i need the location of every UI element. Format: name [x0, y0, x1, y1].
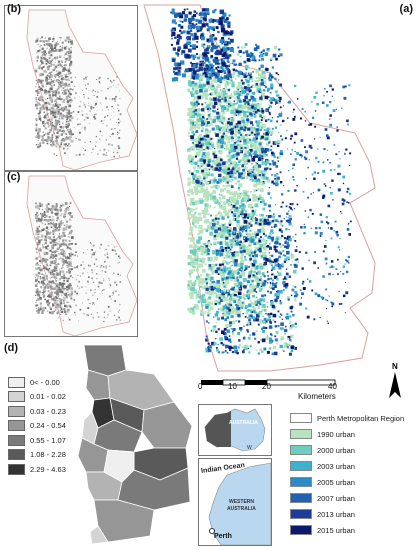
australia-label: AUSTRALIA — [229, 420, 258, 426]
urban-dots-a — [170, 8, 352, 356]
legend-label: 0.03 - 0.23 — [30, 406, 66, 416]
legend-label: 2005 urban — [317, 477, 355, 487]
map-c — [26, 175, 137, 336]
scale-tick-10: 10 — [228, 382, 237, 391]
panel-d-label: (d) — [4, 342, 19, 354]
wa-mark: W — [247, 445, 252, 451]
legend-label: 0.55 - 1.07 — [30, 435, 66, 445]
map-d — [77, 344, 193, 545]
scale-tick-0: 0 — [198, 382, 203, 391]
north-label: N — [392, 362, 398, 371]
legend-swatch — [290, 429, 312, 439]
north-arrow-icon — [389, 372, 401, 398]
legend-label: 1990 urban — [317, 429, 355, 439]
legend-swatch — [290, 493, 312, 503]
panel-b-label: (b) — [7, 3, 22, 15]
state-label-1: WESTERN — [229, 499, 254, 505]
legend-swatch — [8, 420, 25, 431]
legend-swatch — [8, 463, 25, 475]
legend-swatch — [290, 445, 312, 455]
legend-label: 2007 urban — [317, 493, 355, 503]
scale-unit: Kilometers — [298, 392, 336, 401]
wa-map — [208, 462, 271, 545]
scale-bar: 0 10 20 40 Kilometers — [198, 378, 360, 402]
panel-b: (b) — [4, 3, 138, 171]
legend-item: Perth Metropolitan Region — [290, 412, 404, 424]
legend-swatch — [8, 391, 25, 402]
legend-swatch — [8, 376, 25, 388]
north-arrow: N — [386, 362, 408, 402]
panel-c-label: (c) — [7, 171, 21, 183]
legend-swatch — [290, 509, 312, 519]
panel-a-label: (a) — [399, 3, 413, 15]
panel-c: (c) — [4, 171, 138, 337]
legend-item: 2007 urban — [290, 492, 355, 504]
legend-label: 2013 urban — [317, 509, 355, 519]
legend-swatch — [8, 449, 25, 460]
legend-item: 0.55 - 1.07 — [8, 434, 66, 446]
scale-tick-40: 40 — [328, 382, 337, 391]
perth-label: Perth — [214, 533, 232, 540]
legend-label: 2015 urban — [317, 525, 355, 535]
legend-item: 2000 urban — [290, 444, 355, 456]
legend-item: 2005 urban — [290, 476, 355, 488]
legend-item: 1990 urban — [290, 428, 355, 440]
legend-item: 2013 urban — [290, 508, 355, 520]
scale-bar-graphic — [201, 379, 336, 386]
legend-item: 2.29 - 4.63 — [8, 463, 66, 475]
legend-item: 0.01 - 0.02 — [8, 391, 66, 403]
legend-label: 2.29 - 4.63 — [30, 464, 66, 474]
legend-item: 1.08 - 2.28 — [8, 449, 66, 461]
legend-label: 2000 urban — [317, 445, 355, 455]
wa-inset: Indian Ocean WESTERN AUSTRALIA Perth — [198, 458, 272, 546]
urban-dots-c — [35, 202, 122, 323]
legend-label: Perth Metropolitan Region — [317, 413, 405, 423]
legend-swatch — [290, 413, 312, 423]
legend-swatch — [290, 525, 312, 535]
legend-swatch — [290, 477, 312, 487]
legend-swatch — [8, 434, 25, 446]
panel-a: (a) — [140, 3, 417, 375]
legend-label: 1.08 - 2.28 — [30, 450, 66, 459]
legend-label: 0.24 - 0.54 — [30, 421, 66, 430]
australia-inset: AUSTRALIA W — [198, 404, 272, 456]
legend-swatch — [290, 461, 312, 471]
legend-label: 2003 urban — [317, 461, 355, 471]
map-b — [26, 9, 137, 170]
legend-label: 0< - 0.00 — [30, 377, 60, 387]
legend-item: 0.24 - 0.54 — [8, 420, 66, 432]
urban-legend: Perth Metropolitan Region 1990 urban 2000 … — [290, 412, 414, 542]
legend-item: 2003 urban — [290, 460, 355, 472]
legend-item: 0.03 - 0.23 — [8, 405, 66, 417]
lga-6 — [141, 401, 193, 449]
state-label-2: AUSTRALIA — [227, 506, 256, 512]
perth-marker — [209, 528, 215, 534]
legend-item: 2015 urban — [290, 524, 355, 536]
legend-label: 0.01 - 0.02 — [30, 392, 66, 401]
lga-polygons — [77, 344, 193, 545]
lga-15 — [89, 525, 109, 545]
scale-tick-20: 20 — [262, 382, 271, 391]
australia-map — [204, 408, 266, 452]
legend-swatch — [8, 405, 25, 417]
panel-d: (d) 0< - 0.00 0.01 - 0.02 0.03 - 0.23 0.24 … — [4, 340, 194, 547]
urban-dots-b — [35, 36, 122, 158]
growth-legend: 0< - 0.00 0.01 - 0.02 0.03 - 0.23 0.24 - 0.… — [8, 376, 88, 476]
legend-item: 0< - 0.00 — [8, 376, 60, 388]
map-a — [143, 4, 376, 372]
